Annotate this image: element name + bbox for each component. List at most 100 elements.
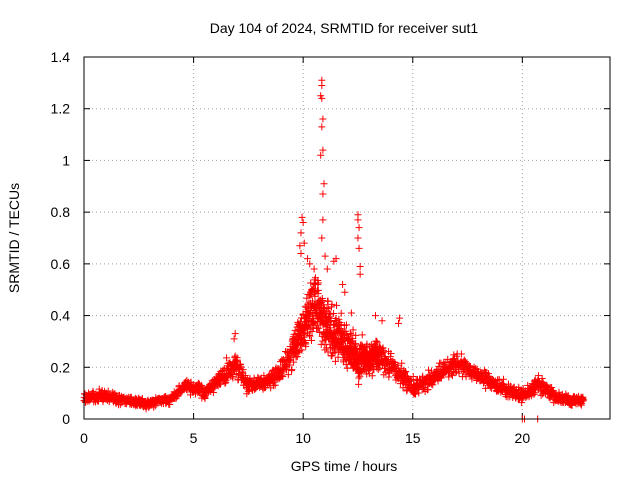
x-tick-label: 20 xyxy=(515,430,531,446)
data-point xyxy=(308,310,316,318)
data-point xyxy=(334,353,342,361)
data-point xyxy=(310,287,318,295)
data-point xyxy=(380,347,388,355)
data-point xyxy=(352,340,360,348)
data-point xyxy=(373,337,381,345)
data-point xyxy=(321,252,329,260)
data-point xyxy=(300,326,308,334)
data-point xyxy=(482,384,490,392)
data-point xyxy=(356,270,364,278)
data-point xyxy=(298,213,306,221)
data-point xyxy=(358,331,366,339)
data-point xyxy=(354,216,362,224)
data-point xyxy=(323,265,331,273)
data-point xyxy=(323,304,331,312)
data-point xyxy=(318,81,326,89)
axis-ticks: 0 5 10 15 20 0 0.2 0.4 0.6 0.8 1 1.2 1.4 xyxy=(51,49,610,446)
data-point xyxy=(318,234,326,242)
y-tick-label: 0 xyxy=(62,411,70,427)
data-point xyxy=(371,312,379,320)
data-point xyxy=(300,239,308,247)
data-point xyxy=(252,384,260,392)
data-point xyxy=(398,359,406,367)
data-point xyxy=(288,366,296,374)
data-point xyxy=(302,340,310,348)
data-point xyxy=(356,262,364,270)
data-point xyxy=(346,329,354,337)
data-point xyxy=(368,372,376,380)
data-point xyxy=(342,321,350,329)
data-point xyxy=(448,372,456,380)
data-point xyxy=(378,345,386,353)
data-point xyxy=(424,386,432,394)
data-point xyxy=(531,389,539,397)
data-point xyxy=(347,309,355,317)
y-tick-label: 0.2 xyxy=(51,359,71,375)
y-tick-label: 1 xyxy=(62,152,70,168)
data-point xyxy=(394,361,402,369)
data-point xyxy=(298,346,306,354)
data-point xyxy=(337,309,345,317)
data-point xyxy=(271,381,279,389)
data-point xyxy=(230,366,238,374)
data-point xyxy=(293,353,301,361)
data-point xyxy=(339,281,347,289)
y-tick-label: 1.2 xyxy=(51,101,71,117)
data-point xyxy=(330,310,338,318)
data-point xyxy=(317,151,325,159)
y-tick-label: 0.4 xyxy=(51,308,71,324)
data-point xyxy=(385,373,393,381)
data-point xyxy=(310,265,318,273)
data-point xyxy=(270,382,278,390)
data-point xyxy=(307,279,315,287)
data-point xyxy=(332,301,340,309)
data-point xyxy=(378,317,386,325)
data-point xyxy=(344,334,352,342)
data-point xyxy=(339,338,347,346)
data-point xyxy=(425,366,433,374)
data-point xyxy=(318,123,326,131)
y-tick-label: 0.6 xyxy=(51,256,71,272)
data-point xyxy=(233,356,241,364)
data-point xyxy=(278,371,286,379)
data-point xyxy=(342,327,350,335)
data-points xyxy=(80,76,587,423)
data-point xyxy=(355,380,363,388)
x-axis-label: GPS time / hours xyxy=(291,458,398,474)
data-point xyxy=(455,369,463,377)
data-point xyxy=(579,396,587,404)
data-point xyxy=(349,335,357,343)
data-point xyxy=(321,341,329,349)
data-point xyxy=(324,348,332,356)
chart-title: Day 104 of 2024, SRMTID for receiver sut… xyxy=(210,20,479,36)
data-point xyxy=(307,291,315,299)
data-point xyxy=(216,380,224,388)
data-point xyxy=(450,351,458,359)
data-point xyxy=(304,255,312,263)
data-point xyxy=(409,372,417,380)
y-tick-label: 0.8 xyxy=(51,204,71,220)
data-point xyxy=(306,332,314,340)
data-point xyxy=(104,387,112,395)
data-point xyxy=(319,115,327,123)
data-point xyxy=(331,348,339,356)
data-point xyxy=(308,328,316,336)
data-point xyxy=(305,332,313,340)
data-point xyxy=(319,146,327,154)
data-point xyxy=(320,180,328,188)
y-axis-label: SRMTID / TECUs xyxy=(6,183,22,293)
data-point xyxy=(518,399,526,407)
data-point xyxy=(231,330,239,338)
x-tick-label: 0 xyxy=(80,430,88,446)
data-point xyxy=(239,366,247,374)
data-point xyxy=(315,324,323,332)
data-point xyxy=(290,358,298,366)
data-point xyxy=(303,294,311,302)
data-point xyxy=(343,364,351,372)
data-point xyxy=(387,349,395,357)
data-point xyxy=(377,356,385,364)
data-point xyxy=(355,244,363,252)
y-tick-label: 1.4 xyxy=(51,49,71,65)
data-point xyxy=(349,326,357,334)
